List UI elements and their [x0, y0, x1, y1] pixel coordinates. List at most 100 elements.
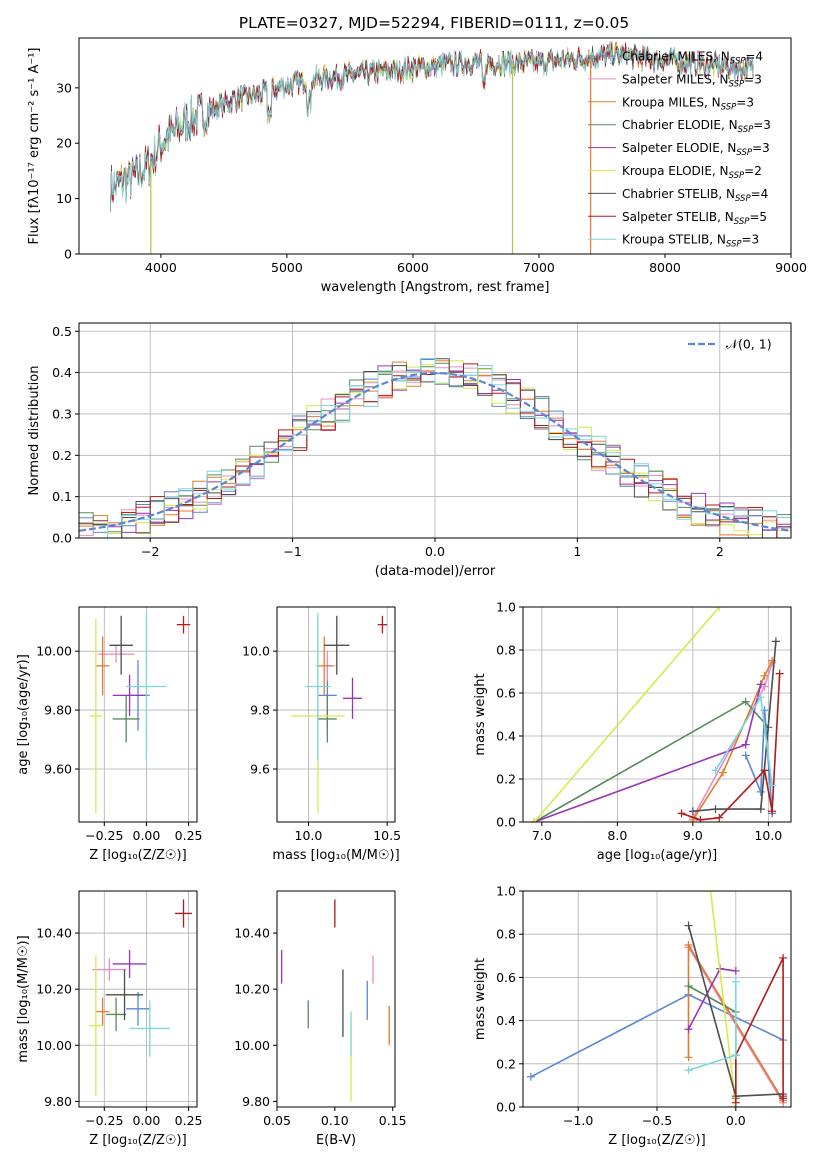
x-axis-label: E(B-V) — [316, 1133, 356, 1148]
errorbar-point — [95, 636, 110, 696]
y-axis-label: age [log₁₀(age/yr)] — [16, 654, 31, 775]
y-tick-label: 0.2 — [496, 772, 516, 787]
x-tick-label: 0.00 — [133, 1113, 161, 1128]
weight-series-line — [688, 981, 737, 1072]
axes-age_vs_weight: 7.0 8.0 9.0 10.0 0.0 0.2 0.4 0.6 0.8 1.0 age [log₁… — [473, 600, 792, 863]
x-axis-label: Z [log₁₀(Z/Z☉)] — [608, 1133, 705, 1148]
y-tick-label: 1.0 — [496, 600, 516, 615]
legend-entry: Salpeter ELODIE, NSSP=3 — [622, 141, 770, 158]
weight-marker — [530, 818, 539, 822]
legend-entry: Chabrier ELODIE, NSSP=3 — [622, 118, 771, 135]
weight-marker — [684, 941, 693, 949]
weight-marker — [768, 807, 777, 816]
axes-mass_vs_age: 10.0 10.5 9.6 9.8 10.0 mass [log₁₀(M/M☉)] — [242, 606, 401, 863]
errorbar-point — [126, 991, 150, 1026]
errorbar-point — [112, 949, 147, 978]
plot-area-z_vs_mass — [89, 899, 192, 1096]
weight-series-line — [692, 641, 777, 813]
y-tick-label: 0.3 — [52, 406, 72, 421]
plot-area-spectrum — [110, 40, 754, 254]
weight-marker — [741, 751, 750, 760]
axes-spectrum: 4000 5000 6000 7000 8000 9000 0 10 20 30 wavelengt… — [27, 37, 807, 295]
weight-marker — [779, 1094, 788, 1103]
y-tick-label: 10.40 — [234, 926, 270, 941]
weight-marker — [731, 1051, 740, 1060]
weight-marker — [731, 977, 740, 986]
plot-area-ebv_vs_mass — [280, 899, 390, 1102]
y-tick-label: 0.8 — [496, 927, 516, 942]
y-tick-label: 0 — [64, 247, 72, 262]
legend-entry: Salpeter STELIB, NSSP=5 — [622, 210, 767, 227]
errorbar-point — [92, 958, 127, 981]
weight-marker — [715, 813, 724, 822]
axes-frame — [78, 606, 198, 823]
y-axis-label: Normed distribution — [27, 366, 42, 496]
axes-frame — [276, 606, 396, 823]
x-tick-label: 6000 — [397, 260, 429, 275]
errorbar-point — [316, 636, 333, 696]
errorbar-point — [126, 612, 167, 761]
x-tick-label: 0.25 — [175, 1113, 203, 1128]
legend-entry: 𝒩(0, 1) — [726, 337, 772, 352]
plot-area-mass_vs_age — [291, 612, 388, 814]
y-tick-label: 10.00 — [234, 1038, 270, 1053]
plot-area-z_vs_weight — [526, 891, 788, 1107]
weight-marker — [684, 1025, 693, 1034]
errorbar-point — [97, 645, 135, 663]
y-tick-label: 0.1 — [52, 489, 72, 504]
axes-frame — [276, 890, 396, 1108]
x-tick-label: 7000 — [523, 260, 555, 275]
x-tick-label: 9000 — [775, 260, 807, 275]
errorbar-point — [324, 615, 350, 675]
figure-title: PLATE=0327, MJD=52294, FIBERID=0111, z=0… — [239, 14, 629, 32]
spectrum-line — [110, 45, 754, 211]
histogram-series — [79, 358, 791, 538]
weight-marker — [706, 891, 715, 895]
axes-residuals: −2 −1 0.0 1 2 0.0 0.1 0.2 0.3 0.4 0.5 (data-model)/… — [27, 322, 792, 579]
weight-marker — [779, 953, 788, 962]
x-tick-label: 2 — [716, 544, 724, 559]
x-tick-label: −2 — [141, 544, 159, 559]
y-tick-label: 10.00 — [36, 1038, 72, 1053]
y-tick-label: 9.6 — [250, 761, 270, 776]
x-tick-label: 0.05 — [263, 1113, 291, 1128]
weight-marker — [768, 781, 777, 790]
y-tick-label: 9.80 — [242, 1094, 270, 1109]
x-tick-label: 0.15 — [379, 1113, 407, 1128]
axes-frame — [522, 890, 792, 1108]
x-axis-label: mass [log₁₀(M/M☉)] — [272, 848, 399, 863]
errorbar-point — [343, 677, 362, 719]
weight-marker — [741, 697, 750, 706]
weight-marker — [711, 805, 720, 814]
x-axis-label: Z [log₁₀(Z/Z☉)] — [89, 1133, 186, 1148]
weight-marker — [684, 1066, 693, 1075]
axes-frame — [78, 890, 198, 1108]
y-tick-label: 10.00 — [36, 644, 72, 659]
legend-entry: Kroupa ELODIE, NSSP=2 — [622, 164, 762, 181]
x-tick-label: 0.25 — [175, 828, 203, 843]
weight-marker — [760, 766, 769, 775]
x-axis-label: wavelength [Angstrom, rest frame] — [321, 280, 550, 295]
weight-marker — [756, 787, 765, 796]
axes-z_vs_mass: −0.25 0.00 0.25 9.80 10.00 10.20 10.40 Z [log₁₀… — [16, 890, 203, 1148]
errorbar-point — [305, 612, 331, 761]
y-tick-label: 0.6 — [496, 686, 516, 701]
x-tick-label: −1 — [283, 544, 301, 559]
weight-marker — [741, 740, 750, 749]
x-tick-label: 0.0 — [726, 1113, 746, 1128]
weight-marker — [731, 966, 740, 975]
errorbar-point — [112, 695, 140, 743]
y-tick-label: 0.5 — [52, 324, 72, 339]
x-tick-label: 0.00 — [133, 828, 161, 843]
weight-marker — [756, 693, 765, 702]
weight-marker — [684, 1053, 693, 1062]
x-tick-label: 9.0 — [683, 828, 703, 843]
x-axis-label: (data-model)/error — [375, 564, 496, 579]
legend-entry: Kroupa MILES, NSSP=3 — [622, 95, 754, 112]
weight-marker — [760, 671, 769, 680]
weight-marker — [731, 1098, 740, 1107]
y-axis-label: Flux [fλ10⁻¹⁷ erg cm⁻² s⁻¹ A⁻¹] — [27, 48, 42, 245]
weight-series-line — [735, 957, 784, 1103]
legend-entry: Chabrier STELIB, NSSP=4 — [622, 187, 768, 204]
